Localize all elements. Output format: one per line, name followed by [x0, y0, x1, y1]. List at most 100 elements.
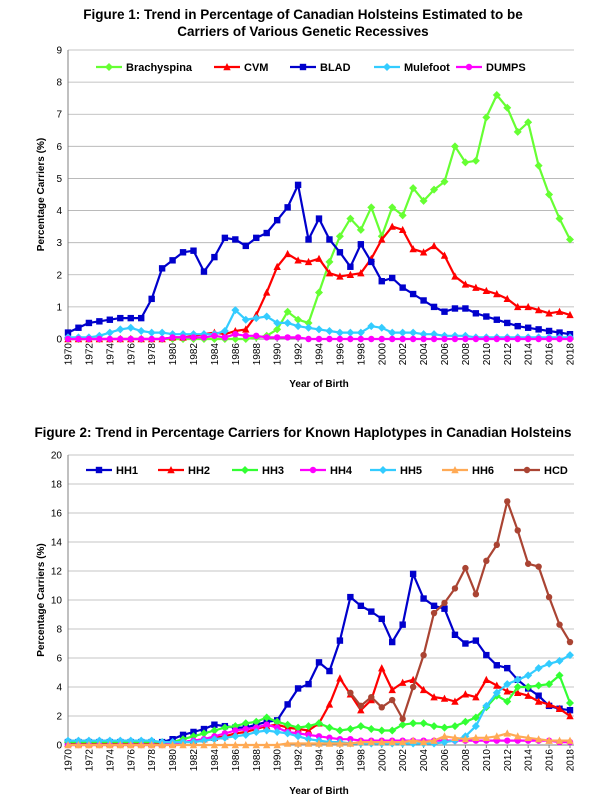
fig1-series-mulefoot-point: [262, 312, 271, 321]
fig2-series-hh5-point: [74, 736, 83, 745]
fig2-xtick-label: 1996: [335, 749, 346, 772]
fig2-series-hh6-point: [168, 741, 177, 749]
fig1-series-brachyspina-point: [534, 161, 543, 170]
fig1-series-cvm-point: [430, 241, 438, 250]
fig2-series-hh5-point: [492, 688, 501, 697]
fig2-xtick-label: 1994: [315, 749, 326, 772]
fig2-legend-marker: [451, 466, 459, 474]
fig1-series-blad-point: [263, 229, 270, 237]
fig2-series-hh1-point: [451, 631, 459, 638]
fig1-series-brachyspina-point: [566, 235, 574, 244]
fig1-series-brachyspina-point: [367, 203, 376, 212]
fig1-xtick-label: 2012: [503, 343, 514, 366]
fig2-series-hh3-point: [346, 725, 355, 734]
fig1-series-brachyspina-point: [273, 325, 282, 334]
fig2-xtick-label: 1970: [64, 749, 75, 772]
fig2-xtick-label: 1976: [126, 749, 137, 772]
fig2-series-hh6-point: [294, 739, 302, 747]
fig1-legend-label: Mulefoot: [404, 62, 450, 74]
fig2-xtick-label: 1986: [231, 749, 242, 772]
fig2-series-hh5-point: [137, 736, 146, 745]
fig1-series-dumps-point: [556, 335, 563, 343]
fig1-series-blad-point: [326, 236, 333, 243]
fig2-series-hh6-point: [273, 741, 281, 749]
fig2-series-hh2-point: [336, 674, 344, 682]
fig2-legend-label: HCD: [544, 465, 568, 477]
fig1-xtick-label: 1990: [273, 343, 284, 366]
fig2-ytick-label: 2: [56, 712, 62, 723]
fig1-series-dumps-point: [106, 335, 114, 343]
fig2-legend-label: HH4: [330, 465, 353, 477]
fig1-xtick-label: 2008: [461, 343, 472, 366]
fig2-series-hh6-point: [263, 741, 271, 749]
fig1-series-dumps-point: [472, 335, 480, 343]
fig2-xtick-label: 1998: [356, 749, 367, 772]
fig1-xtick-label: 1980: [168, 343, 179, 366]
fig1-series-dumps-point: [190, 334, 197, 341]
fig1-series-brachyspina-point: [482, 113, 491, 122]
fig2-series-hh1-point: [399, 621, 406, 628]
fig2-series-hcd: [347, 498, 574, 723]
fig2-series-hh3-point: [315, 719, 323, 728]
fig1-series-dumps-point: [420, 335, 427, 343]
fig1-series-blad-point: [483, 313, 490, 320]
fig1-series-cvm-point: [545, 309, 553, 317]
fig1-legend-marker: [383, 63, 391, 71]
fig1-series-blad-point: [347, 263, 354, 270]
fig2-xtick-label: 1984: [210, 749, 221, 772]
fig1-series-dumps-point: [263, 334, 270, 341]
fig2-series-hh5-point: [105, 736, 114, 745]
fig2-series-hcd-point: [420, 651, 427, 659]
fig2-series-hh6-point: [367, 738, 375, 746]
fig1-series-dumps-point: [200, 334, 208, 341]
fig2-series-hh6-point: [514, 732, 522, 740]
figure1-title-line2: Carriers of Various Genetic Recessives: [177, 24, 429, 39]
fig1-series-blad-point: [462, 305, 469, 312]
fig2-series-hh6-point: [398, 738, 407, 746]
fig1-series-dumps-point: [462, 335, 469, 343]
fig2-series-hh6-point: [252, 741, 260, 749]
fig2-series-hh5-point: [555, 656, 564, 665]
fig1-series-cvm-point: [315, 254, 323, 262]
fig2-series-hh3-point: [294, 723, 303, 732]
fig2-series-hh6-point: [482, 733, 491, 741]
fig2-series-hh3-point: [545, 680, 554, 689]
fig1-series-mulefoot-point: [231, 306, 240, 315]
fig1-ytick-label: 0: [56, 335, 62, 346]
fig1-series-brachyspina-point: [503, 103, 512, 112]
fig2-series-hh6-point: [137, 741, 145, 749]
fig2-legend-item-hh4: HH4: [300, 465, 353, 477]
fig1-series-blad-point: [315, 215, 323, 222]
fig1-series-dumps-point: [368, 335, 375, 343]
fig1-series-blad-point: [514, 322, 521, 330]
fig2-series-hh3-point: [503, 697, 512, 706]
fig2-series-hh1-point: [389, 638, 396, 646]
fig1-series-dumps-point: [483, 335, 490, 343]
fig2-series-hcd-point: [524, 560, 532, 567]
fig2-legend-label: HH5: [400, 465, 422, 477]
fig1-series-dumps-point: [117, 335, 124, 343]
fig1-series-mulefoot-point: [388, 328, 397, 337]
fig2-series-hh6-point: [524, 733, 532, 741]
fig1-series-cvm-point: [378, 235, 386, 243]
figure1-title: Figure 1: Trend in Percentage of Canadia…: [0, 6, 606, 40]
fig2-series-hh5-point: [199, 736, 208, 745]
fig2-series-hcd-point: [535, 563, 542, 570]
fig1-series-mulefoot-point: [147, 328, 156, 337]
fig2-series-hh6-point: [451, 733, 459, 741]
fig2-legend-item-hh3: HH3: [232, 465, 284, 477]
fig2-series-hh5-point: [524, 671, 533, 680]
fig1-series-dumps-point: [430, 335, 438, 343]
fig2-xtick-label: 1972: [84, 749, 95, 772]
fig1-series-mulefoot-point: [409, 328, 418, 337]
fig2-series-hh6-point: [95, 741, 104, 749]
fig1-series-blad-point: [451, 305, 459, 312]
fig1-series-blad-point: [409, 290, 417, 298]
fig2-xtick-label: 2004: [419, 749, 430, 772]
fig2-legend-marker: [309, 466, 317, 474]
fig1-xtick-label: 1974: [105, 343, 116, 366]
fig1-series-brachyspina-point: [346, 214, 355, 223]
fig2-series-hh2-point: [378, 664, 386, 672]
fig1-y-axis-label: Percentage Carriers (%): [36, 138, 47, 251]
fig1-series-blad-point: [117, 314, 124, 322]
